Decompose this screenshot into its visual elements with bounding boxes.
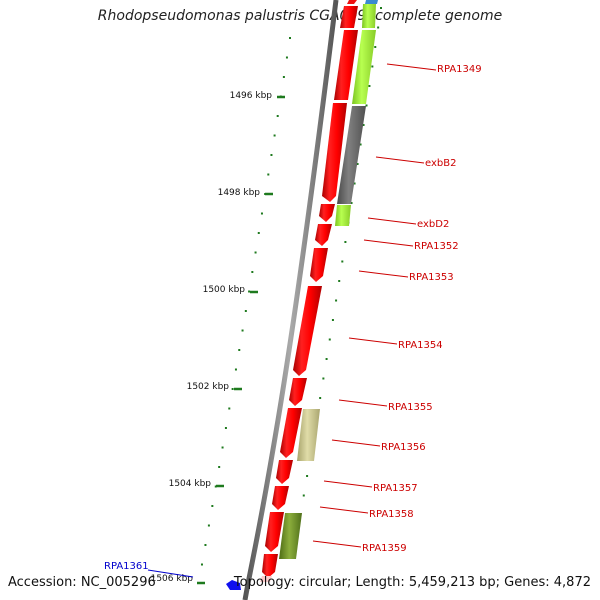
gene-pink-fragment[interactable] (260, 576, 272, 582)
gene-RPA1349-body[interactable] (334, 30, 358, 100)
gene-RPA1361[interactable] (226, 580, 241, 590)
tick-label: 1502 kbp (187, 382, 230, 392)
tick-1504: 1504 kbp (169, 479, 224, 489)
genome-backbone (242, 0, 339, 600)
topology-text: Topology: circular; Length: 5,459,213 bp… (233, 575, 591, 590)
gene-RPA1356-body[interactable] (280, 408, 302, 458)
gene-top-fragment-2[interactable] (347, 0, 357, 4)
label-RPA1361[interactable]: RPA1361 (104, 561, 149, 572)
gene-RPA1349-partner[interactable] (352, 30, 376, 104)
label-RPA1357[interactable]: RPA1357 (373, 483, 418, 494)
gene-exbB2[interactable] (337, 106, 366, 204)
outer-dotted-guide (200, 37, 291, 566)
scale-ticks: 1496 kbp 1498 kbp 1500 kbp 1502 kbp 1504… (151, 91, 285, 585)
tick-label: 1500 kbp (203, 285, 246, 295)
gene-exbD2-partner[interactable] (319, 204, 335, 222)
gene-red-1[interactable] (340, 6, 358, 28)
tick-label: 1496 kbp (230, 91, 273, 101)
label-RPA1358[interactable]: RPA1358 (369, 509, 414, 520)
gene-RPA1352-body[interactable] (315, 224, 332, 246)
gene-RPA1358-body[interactable] (272, 486, 289, 510)
gene-exbD2[interactable] (335, 205, 351, 226)
label-RPA1349[interactable]: RPA1349 (437, 64, 482, 75)
tick-1506: 1506 kbp (151, 574, 205, 585)
tick-label: 1504 kbp (169, 479, 212, 489)
plus-strand-track (279, 4, 376, 559)
label-RPA1356[interactable]: RPA1356 (381, 442, 426, 453)
label-RPA1359[interactable]: RPA1359 (362, 543, 407, 554)
red-gene-track (260, 6, 358, 582)
tick-label: 1498 kbp (218, 188, 261, 198)
gene-RPA1354-body[interactable] (293, 286, 322, 376)
gene-top-fragment[interactable] (365, 0, 378, 4)
gene-RPA1356[interactable] (297, 409, 320, 461)
tick-1502: 1502 kbp (187, 382, 242, 392)
gene-RPA1357-body[interactable] (276, 460, 293, 484)
tick-1496: 1496 kbp (230, 91, 285, 101)
label-RPA1353[interactable]: RPA1353 (409, 272, 454, 283)
gene-RPA1360-body[interactable] (262, 554, 278, 578)
gene-RPA1359-body[interactable] (265, 512, 284, 552)
gene-RPA1355-body[interactable] (289, 378, 307, 406)
label-exbD2[interactable]: exbD2 (417, 219, 449, 230)
gene-exbB2-partner[interactable] (322, 103, 347, 202)
gene-RPA1349-top[interactable] (362, 4, 376, 28)
label-RPA1352[interactable]: RPA1352 (414, 241, 459, 252)
gene-callouts: RPA1349 exbB2 exbD2 RPA1352 RPA1353 RPA1… (104, 63, 482, 578)
label-RPA1355[interactable]: RPA1355 (388, 402, 433, 413)
label-exbB2[interactable]: exbB2 (425, 158, 456, 169)
label-RPA1354[interactable]: RPA1354 (398, 340, 443, 351)
genome-title: Rhodopseudomonas palustris CGA009, compl… (97, 8, 503, 24)
gene-RPA1359[interactable] (279, 513, 302, 559)
tick-1498: 1498 kbp (218, 188, 273, 198)
accession-text: Accession: NC_005296 (8, 575, 156, 590)
gene-RPA1353-body[interactable] (310, 248, 328, 282)
tick-1500: 1500 kbp (203, 285, 258, 295)
tick-label: 1506 kbp (151, 574, 194, 584)
